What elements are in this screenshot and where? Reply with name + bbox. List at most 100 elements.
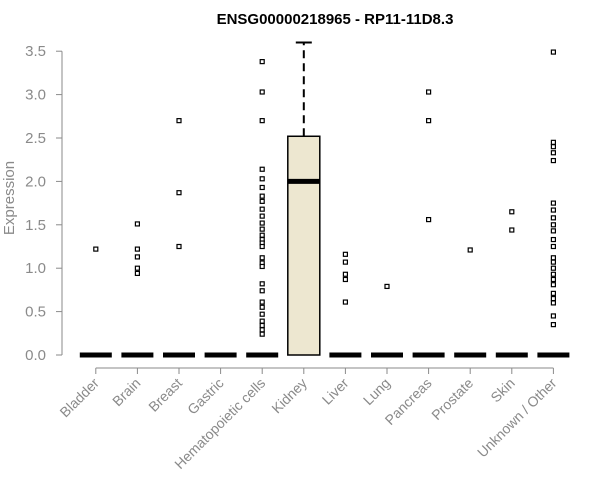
x-tick-label: Breast	[145, 375, 185, 415]
box-breast	[163, 118, 195, 358]
x-tick-label: Unknown / Other	[474, 375, 560, 461]
outlier-point	[550, 322, 557, 328]
outlier-point	[550, 215, 557, 221]
outlier-point	[550, 243, 557, 250]
y-tick-label: 2.5	[25, 130, 46, 147]
outlier-point	[426, 118, 432, 124]
y-tick-label: 0.0	[25, 347, 46, 364]
outlier-point	[467, 247, 473, 253]
outlier-point	[259, 166, 265, 172]
y-tick-label: 2.0	[25, 173, 46, 190]
outlier-point	[259, 198, 265, 204]
outlier-point	[550, 290, 557, 296]
outlier-point	[176, 118, 182, 124]
outlier-point	[550, 259, 557, 265]
outlier-point	[550, 157, 557, 164]
outlier-point	[259, 255, 265, 261]
outlier-point	[550, 150, 557, 156]
x-tick-label: Bladder	[56, 375, 102, 421]
y-axis: 0.0 0.5 1.0 1.5 2.0 2.5 3.0 3.5	[25, 43, 63, 364]
outlier-point	[259, 281, 265, 287]
outlier-point	[176, 190, 182, 196]
outlier-point	[259, 304, 265, 310]
chart-title: ENSG00000218965 - RP11-11D8.3	[217, 11, 454, 28]
outlier-point	[384, 283, 390, 290]
outlier-point	[259, 59, 265, 65]
outlier-point	[259, 243, 265, 250]
outlier-point	[550, 282, 557, 288]
outlier-point	[550, 236, 557, 243]
outlier-point	[550, 265, 557, 271]
y-tick-label: 1.5	[25, 217, 46, 234]
box-bladder	[79, 246, 112, 358]
outlier-point	[134, 254, 140, 260]
outlier-point	[342, 299, 348, 305]
y-tick-label: 0.5	[25, 304, 46, 321]
outlier-point	[259, 176, 265, 182]
outlier-point	[259, 322, 265, 329]
outlier-point	[550, 295, 557, 302]
x-tick-label: Lung	[360, 375, 393, 408]
outlier-point	[426, 216, 432, 223]
y-tick-label: 1.0	[25, 260, 46, 277]
outlier-point	[259, 232, 265, 238]
outlier-point	[426, 89, 432, 95]
outlier-point	[550, 313, 557, 319]
outlier-point	[550, 200, 557, 206]
outlier-point	[259, 327, 265, 333]
outlier-point	[176, 243, 182, 250]
box-lung	[371, 283, 403, 358]
box-prostate	[454, 247, 487, 358]
y-axis-label: Expression	[1, 161, 18, 235]
outlier-point	[550, 207, 557, 213]
outlier-point	[550, 271, 557, 277]
x-tick-label: Liver	[319, 375, 352, 408]
outlier-point	[134, 221, 140, 227]
box-pancreas	[412, 89, 445, 358]
outlier-point	[259, 89, 265, 95]
outlier-point	[134, 265, 140, 271]
outlier-point	[550, 49, 557, 55]
outlier-point	[509, 227, 515, 233]
outlier-point	[550, 255, 557, 261]
outlier-point	[259, 193, 265, 199]
outlier-point	[259, 318, 265, 324]
outlier-point	[259, 220, 265, 226]
outlier-point	[259, 226, 265, 232]
outlier-point	[259, 263, 265, 270]
box-brain	[121, 221, 154, 358]
box-hematopoietic-cells	[246, 59, 279, 358]
outlier-point	[259, 331, 265, 337]
outlier-point	[509, 209, 515, 215]
outlier-point	[550, 228, 557, 234]
outlier-point	[259, 311, 265, 317]
outlier-point	[259, 118, 265, 124]
iqr-box	[287, 135, 321, 356]
outlier-point	[550, 144, 557, 150]
y-tick-label: 3.5	[25, 43, 46, 60]
x-tick-label: Kidney	[268, 375, 310, 417]
outlier-point	[550, 139, 557, 145]
outlier-point	[259, 288, 265, 294]
box-series	[79, 41, 570, 358]
outlier-point	[550, 222, 557, 228]
x-tick-label: Prostate	[428, 375, 476, 423]
outlier-point	[134, 270, 140, 277]
outlier-point	[259, 206, 265, 212]
outlier-point	[342, 271, 348, 277]
box-skin	[495, 209, 528, 358]
outlier-point	[134, 246, 140, 252]
outlier-point	[259, 184, 265, 191]
y-tick-label: 3.0	[25, 87, 46, 104]
x-tick-label: Brain	[109, 375, 143, 409]
box-kidney	[287, 41, 321, 356]
outlier-point	[259, 299, 265, 305]
box-unknown-other	[537, 49, 570, 358]
outlier-point	[550, 276, 557, 283]
outlier-point	[342, 251, 348, 257]
outlier-point	[342, 259, 348, 265]
x-tick-label: Skin	[487, 375, 518, 406]
box-liver	[329, 251, 362, 358]
